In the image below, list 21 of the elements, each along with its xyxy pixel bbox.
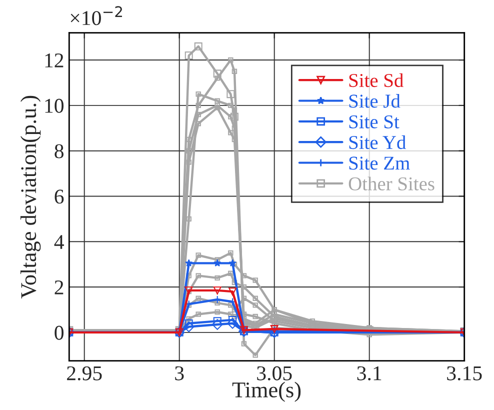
y-tick-label: 8 xyxy=(54,144,64,158)
y-tick-label: 2 xyxy=(54,280,64,294)
legend-label: Site Yd xyxy=(349,135,406,150)
x-tick-label: 3.15 xyxy=(447,366,482,380)
y-axis-title: Voltage deviation(p.u.) xyxy=(20,96,41,298)
legend-label: Site Zm xyxy=(349,156,410,170)
y-tick-label: 6 xyxy=(54,190,64,204)
legend-label: Site Jd xyxy=(349,94,400,108)
x-tick-label: 3 xyxy=(175,366,184,380)
y-tick-label: 0 xyxy=(54,326,64,340)
text: ×10$^{−2}$ xyxy=(70,6,122,26)
y-tick-label: 10 xyxy=(45,98,64,113)
legend-label: Other Sites xyxy=(348,176,434,190)
y-tick-label: 4 xyxy=(54,235,64,249)
x-tick-label: 2.95 xyxy=(67,366,102,380)
legend-label: Site Sd xyxy=(349,73,404,88)
x-tick-label: 3.05 xyxy=(257,366,292,380)
y-tick-label: 12 xyxy=(45,53,64,68)
legend-label: Site St xyxy=(349,115,400,128)
x-tick-label: 3.1 xyxy=(357,366,382,380)
x-axis-title: Time(s) xyxy=(232,382,301,402)
